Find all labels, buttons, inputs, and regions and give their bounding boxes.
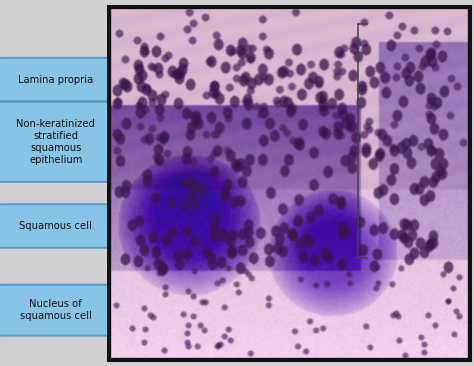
Text: Squamous cell: Squamous cell [19, 221, 92, 231]
Text: Nucleus of
squamous cell: Nucleus of squamous cell [20, 299, 91, 321]
FancyBboxPatch shape [0, 58, 115, 101]
FancyBboxPatch shape [0, 102, 115, 182]
Text: Non-keratinized
stratified
squamous
epithelium: Non-keratinized stratified squamous epit… [16, 119, 95, 165]
Text: Lamina propria: Lamina propria [18, 75, 93, 85]
FancyBboxPatch shape [0, 204, 115, 248]
FancyBboxPatch shape [0, 285, 115, 336]
